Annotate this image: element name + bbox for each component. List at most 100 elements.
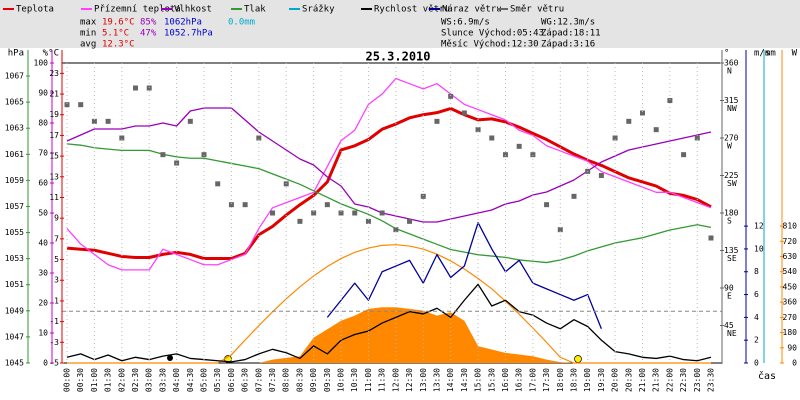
direction-point: [270, 210, 276, 216]
x-tick-label: 16:00: [501, 368, 510, 392]
y-tick-label: 1055: [5, 228, 24, 237]
series-line: [66, 143, 712, 264]
y-tick-label: 1045: [5, 359, 24, 368]
x-tick-label: 10:00: [337, 368, 346, 392]
direction-point: [297, 218, 303, 224]
direction-point: [352, 210, 358, 216]
series-line: [66, 283, 712, 363]
y-tick-label: 720: [783, 237, 798, 246]
x-tick-label: 11:30: [378, 368, 387, 392]
stat-text: 85%: [140, 18, 157, 28]
y-tick-label: 10: [38, 329, 48, 338]
compass-label: S: [727, 217, 732, 226]
stat-text: 19.6°C: [102, 18, 135, 28]
direction-point: [105, 118, 111, 124]
direction-point: [365, 218, 371, 224]
direction-point: [639, 110, 645, 116]
y-tick-label: 1063: [5, 124, 24, 133]
direction-point: [708, 235, 714, 241]
series-line: [66, 107, 712, 223]
x-tick-label: 03:00: [145, 368, 154, 392]
direction-point: [516, 143, 522, 149]
axis-title: °C: [48, 49, 59, 59]
y-tick-label: 360: [724, 59, 739, 68]
axis-title: °: [724, 49, 729, 59]
x-tick-label: 19:00: [583, 368, 592, 392]
direction-point: [242, 202, 248, 208]
y-tick-label: 21: [49, 90, 59, 99]
x-tick-label: 22:30: [679, 368, 688, 392]
sunset-marker: [574, 355, 582, 363]
direction-point: [228, 202, 234, 208]
direction-point: [215, 181, 221, 187]
compass-label: NW: [727, 104, 737, 113]
y-tick-label: 4: [754, 313, 759, 322]
direction-point: [571, 193, 577, 199]
direction-point: [256, 135, 262, 141]
x-tick-label: 02:30: [131, 368, 140, 392]
direction-point: [201, 152, 207, 158]
plot-layer: [64, 77, 714, 364]
y-tick-label: 20: [38, 299, 48, 308]
y-tick-label: 1057: [5, 202, 24, 211]
x-tick-label: 06:00: [227, 368, 236, 392]
stat-text: min: [80, 29, 96, 39]
y-tick-label: 9: [54, 214, 59, 223]
legend-label: Náraz větru: [442, 5, 502, 15]
direction-point: [598, 173, 604, 178]
solar-theoretical-line: [67, 244, 711, 364]
x-tick-label: 00:00: [63, 368, 72, 392]
y-tick-label: -1: [49, 317, 59, 326]
x-tick-label: 05:30: [213, 368, 222, 392]
axis-title: m/s: [754, 49, 770, 59]
x-tick-label: 06:30: [241, 368, 250, 392]
direction-point: [324, 202, 330, 208]
legend-label: Tlak: [244, 5, 266, 15]
y-tick-label: 3: [54, 276, 59, 285]
axis-title: mm: [765, 49, 776, 59]
x-tick-label: 14:30: [460, 368, 469, 392]
axis-title: hPa: [8, 49, 24, 59]
x-tick-label: 08:00: [282, 368, 291, 392]
y-tick-label: 40: [38, 239, 48, 248]
x-tick-label: 17:30: [542, 368, 551, 392]
stat-text: avg: [80, 40, 96, 50]
x-tick-label: 04:00: [172, 368, 181, 392]
x-tick-label: 18:30: [569, 368, 578, 392]
compass-label: W: [727, 142, 732, 151]
y-tick-label: 5: [54, 255, 59, 264]
compass-label: NE: [727, 329, 737, 338]
y-tick-label: 1051: [5, 280, 24, 289]
x-tick-label: 01:30: [104, 368, 113, 392]
direction-point: [502, 152, 508, 158]
stat-text: 1062hPa: [164, 18, 202, 28]
direction-point: [489, 135, 495, 141]
y-tick-label: 810: [783, 222, 798, 231]
y-tick-label: 0: [43, 359, 48, 368]
y-tick-label: 90: [724, 284, 734, 293]
direction-point: [338, 210, 344, 216]
x-tick-label: 10:30: [350, 368, 359, 392]
y-tick-label: 60: [38, 179, 48, 188]
direction-point: [133, 85, 139, 91]
info-text: Měsíc Východ:12:30: [441, 40, 539, 50]
legend-label: Teplota: [16, 5, 54, 15]
y-tick-label: 1065: [5, 98, 24, 107]
direction-point: [119, 135, 125, 141]
y-tick-label: 45: [724, 321, 734, 330]
info-text: WS:6.9m/s: [441, 18, 490, 28]
y-tick-label: 50: [38, 209, 48, 218]
direction-point: [393, 227, 399, 233]
direction-point: [681, 152, 687, 158]
y-tick-label: 11: [49, 193, 59, 202]
y-tick-label: 0: [792, 359, 797, 368]
series-line: [66, 77, 712, 271]
y-tick-label: 80: [38, 119, 48, 128]
axis-title: W: [792, 49, 798, 59]
x-tick-label: 20:30: [624, 368, 633, 392]
direction-point: [379, 210, 385, 216]
y-tick-label: 2: [754, 336, 759, 345]
direction-point: [407, 218, 413, 224]
direction-point: [530, 152, 536, 158]
